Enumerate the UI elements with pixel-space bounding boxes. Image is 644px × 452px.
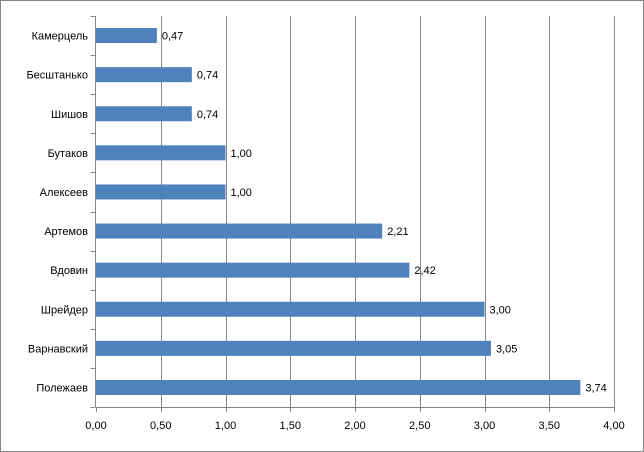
- category-label: Камерцель: [32, 31, 89, 43]
- data-label: 3,05: [496, 343, 517, 355]
- data-label: 0,47: [162, 31, 183, 43]
- data-label: 0,74: [197, 109, 218, 121]
- bar: [96, 28, 157, 44]
- bar: [96, 301, 485, 317]
- data-label: 3,74: [585, 382, 606, 394]
- x-tick-label: 3,00: [474, 420, 495, 432]
- data-label: 0,74: [197, 70, 218, 82]
- x-tick-label: 0,00: [85, 420, 106, 432]
- data-label: 1,00: [231, 187, 252, 199]
- bar: [96, 223, 383, 239]
- category-label: Шрейдер: [41, 304, 88, 316]
- bar: [96, 340, 491, 356]
- category-label: Бутаков: [48, 148, 89, 160]
- category-label: Артемов: [44, 226, 88, 238]
- x-tick-label: 3,50: [539, 420, 560, 432]
- x-tick-label: 2,50: [409, 420, 430, 432]
- data-label: 2,21: [387, 226, 408, 238]
- category-label: Вдовин: [50, 265, 88, 277]
- bar: [96, 262, 410, 278]
- bar: [96, 379, 581, 395]
- bar: [96, 145, 226, 161]
- category-label: Шишов: [51, 109, 88, 121]
- category-label: Полежаев: [36, 382, 88, 394]
- x-tick-label: 4,00: [603, 420, 624, 432]
- x-tick-label: 1,00: [215, 420, 236, 432]
- category-label: Бесштанько: [26, 70, 88, 82]
- x-tick-label: 2,00: [344, 420, 365, 432]
- category-label: Варнавский: [28, 343, 88, 355]
- bar: [96, 184, 226, 200]
- data-label: 1,00: [231, 148, 252, 160]
- data-label: 3,00: [490, 304, 511, 316]
- bar: [96, 106, 192, 122]
- category-label: Алексеев: [40, 187, 89, 199]
- x-tick-label: 0,50: [150, 420, 171, 432]
- x-tick-label: 1,50: [280, 420, 301, 432]
- data-label: 2,42: [414, 265, 435, 277]
- bar: [96, 67, 192, 83]
